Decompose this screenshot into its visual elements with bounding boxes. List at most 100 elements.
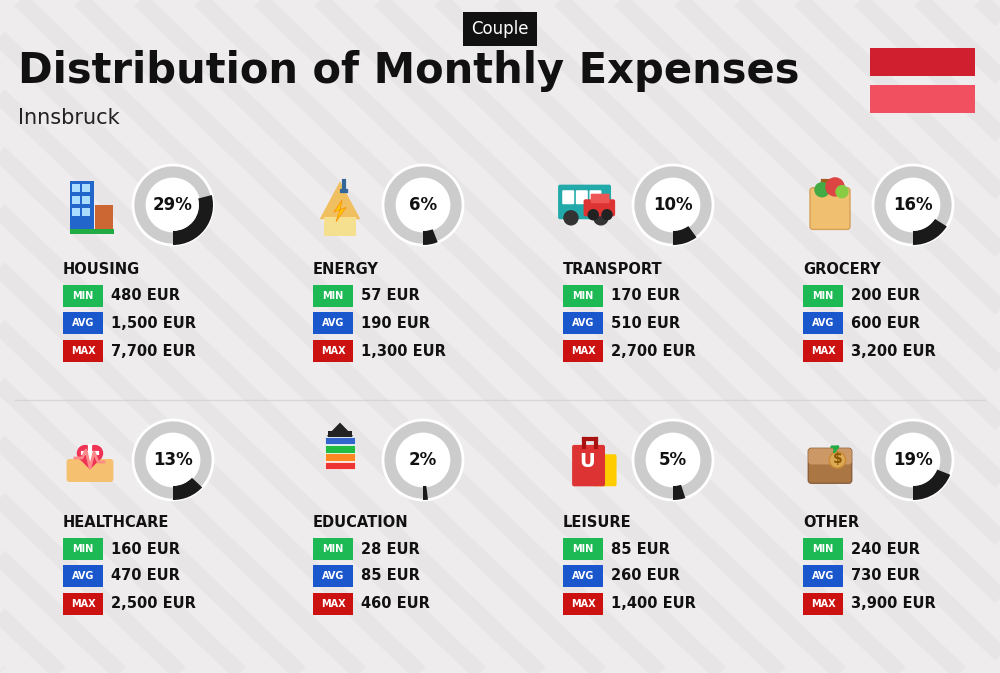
FancyBboxPatch shape xyxy=(558,184,611,219)
Text: 2,500 EUR: 2,500 EUR xyxy=(111,596,196,612)
Text: MAX: MAX xyxy=(571,346,595,356)
Circle shape xyxy=(564,211,578,225)
FancyBboxPatch shape xyxy=(95,205,113,234)
Wedge shape xyxy=(913,219,947,245)
Text: MIN: MIN xyxy=(72,291,94,301)
FancyBboxPatch shape xyxy=(63,340,103,362)
Wedge shape xyxy=(133,420,213,500)
Text: EDUCATION: EDUCATION xyxy=(313,515,409,530)
FancyBboxPatch shape xyxy=(572,445,605,487)
FancyBboxPatch shape xyxy=(563,565,603,587)
Wedge shape xyxy=(173,195,213,245)
Text: MIN: MIN xyxy=(572,291,594,301)
Wedge shape xyxy=(383,420,463,500)
FancyBboxPatch shape xyxy=(594,454,617,487)
Text: 7,700 EUR: 7,700 EUR xyxy=(111,343,196,359)
FancyBboxPatch shape xyxy=(563,538,603,560)
Text: 1,400 EUR: 1,400 EUR xyxy=(611,596,696,612)
Circle shape xyxy=(888,435,938,485)
FancyBboxPatch shape xyxy=(67,459,113,482)
Circle shape xyxy=(148,435,198,485)
Text: 200 EUR: 200 EUR xyxy=(851,289,920,304)
FancyBboxPatch shape xyxy=(72,197,80,204)
FancyBboxPatch shape xyxy=(325,437,355,444)
FancyBboxPatch shape xyxy=(563,285,603,307)
Text: AVG: AVG xyxy=(322,571,344,581)
Text: MIN: MIN xyxy=(322,544,344,554)
FancyBboxPatch shape xyxy=(562,190,574,204)
Text: HOUSING: HOUSING xyxy=(63,262,140,277)
Text: MAX: MAX xyxy=(321,346,345,356)
Text: HEALTHCARE: HEALTHCARE xyxy=(63,515,169,530)
Text: 240 EUR: 240 EUR xyxy=(851,542,920,557)
Circle shape xyxy=(815,183,829,197)
Wedge shape xyxy=(423,229,438,245)
Polygon shape xyxy=(320,181,360,219)
Text: ENERGY: ENERGY xyxy=(313,262,379,277)
Text: 260 EUR: 260 EUR xyxy=(611,569,680,583)
Text: MIN: MIN xyxy=(322,291,344,301)
Text: AVG: AVG xyxy=(572,318,594,328)
FancyBboxPatch shape xyxy=(808,448,852,464)
FancyBboxPatch shape xyxy=(563,340,603,362)
Text: MAX: MAX xyxy=(811,346,835,356)
FancyBboxPatch shape xyxy=(63,593,103,615)
Text: GROCERY: GROCERY xyxy=(803,262,881,277)
Text: 28 EUR: 28 EUR xyxy=(361,542,420,557)
Text: 3,900 EUR: 3,900 EUR xyxy=(851,596,936,612)
Text: MAX: MAX xyxy=(571,599,595,609)
Text: $: $ xyxy=(833,452,842,466)
FancyBboxPatch shape xyxy=(803,312,843,334)
Text: 13%: 13% xyxy=(153,451,193,469)
Polygon shape xyxy=(334,201,346,221)
Polygon shape xyxy=(327,423,353,436)
Wedge shape xyxy=(673,485,685,500)
Wedge shape xyxy=(673,226,697,245)
FancyBboxPatch shape xyxy=(70,229,114,234)
FancyBboxPatch shape xyxy=(324,217,356,236)
FancyBboxPatch shape xyxy=(313,312,353,334)
FancyBboxPatch shape xyxy=(803,593,843,615)
FancyBboxPatch shape xyxy=(313,538,353,560)
Text: 510 EUR: 510 EUR xyxy=(611,316,680,330)
FancyBboxPatch shape xyxy=(563,312,603,334)
Wedge shape xyxy=(633,420,713,500)
Text: 2,700 EUR: 2,700 EUR xyxy=(611,343,696,359)
FancyBboxPatch shape xyxy=(563,593,603,615)
Circle shape xyxy=(602,210,612,219)
Wedge shape xyxy=(173,478,202,500)
Circle shape xyxy=(888,180,938,230)
Text: AVG: AVG xyxy=(812,571,834,581)
Text: Innsbruck: Innsbruck xyxy=(18,108,120,128)
FancyBboxPatch shape xyxy=(63,312,103,334)
Text: AVG: AVG xyxy=(572,571,594,581)
FancyBboxPatch shape xyxy=(808,448,852,483)
Circle shape xyxy=(87,446,103,461)
Polygon shape xyxy=(78,457,102,470)
Circle shape xyxy=(148,180,198,230)
Text: MIN: MIN xyxy=(812,291,834,301)
Text: MAX: MAX xyxy=(71,599,95,609)
Text: 1,500 EUR: 1,500 EUR xyxy=(111,316,196,330)
FancyBboxPatch shape xyxy=(82,208,90,216)
Text: 730 EUR: 730 EUR xyxy=(851,569,920,583)
FancyBboxPatch shape xyxy=(82,184,90,192)
FancyBboxPatch shape xyxy=(803,340,843,362)
Circle shape xyxy=(398,435,448,485)
Text: MAX: MAX xyxy=(71,346,95,356)
FancyBboxPatch shape xyxy=(803,565,843,587)
Text: AVG: AVG xyxy=(72,571,94,581)
Text: 2%: 2% xyxy=(409,451,437,469)
Text: MIN: MIN xyxy=(72,544,94,554)
Text: 600 EUR: 600 EUR xyxy=(851,316,920,330)
Wedge shape xyxy=(633,165,713,245)
FancyBboxPatch shape xyxy=(325,446,355,453)
Text: 16%: 16% xyxy=(893,196,933,214)
Text: 480 EUR: 480 EUR xyxy=(111,289,180,304)
Circle shape xyxy=(829,452,846,468)
FancyBboxPatch shape xyxy=(810,188,850,229)
Circle shape xyxy=(398,180,448,230)
Text: 160 EUR: 160 EUR xyxy=(111,542,180,557)
FancyBboxPatch shape xyxy=(591,194,610,203)
Text: Couple: Couple xyxy=(471,20,529,38)
